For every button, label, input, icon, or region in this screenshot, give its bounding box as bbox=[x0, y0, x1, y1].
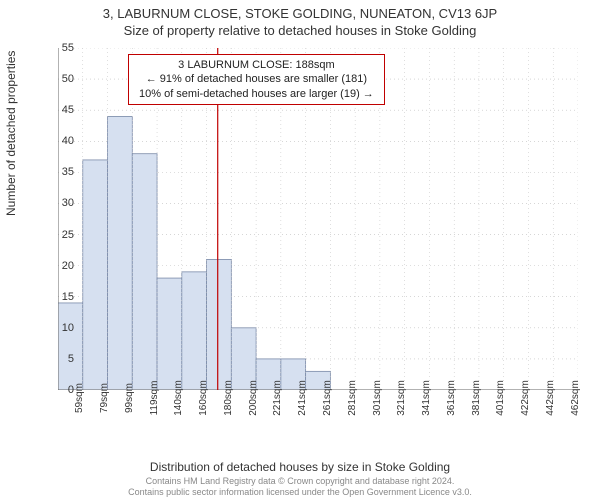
chart-title-line1: 3, LABURNUM CLOSE, STOKE GOLDING, NUNEAT… bbox=[0, 0, 600, 21]
annotation-line3: 10% of semi-detached houses are larger (… bbox=[139, 87, 374, 101]
x-axis-label: Distribution of detached houses by size … bbox=[0, 460, 600, 474]
x-tick-label: 422sqm bbox=[520, 380, 531, 416]
x-tick-label: 119sqm bbox=[149, 381, 160, 416]
x-tick-label: 200sqm bbox=[248, 380, 259, 416]
chart-title-line2: Size of property relative to detached ho… bbox=[0, 21, 600, 38]
plot-area: 3 LABURNUM CLOSE: 188sqm ← 91% of detach… bbox=[58, 48, 578, 390]
y-tick-label: 40 bbox=[34, 135, 74, 147]
x-tick-label: 221sqm bbox=[272, 380, 283, 416]
x-tick-label: 321sqm bbox=[396, 380, 407, 416]
x-tick-label: 381sqm bbox=[471, 380, 482, 416]
y-tick-label: 45 bbox=[34, 104, 74, 116]
y-tick-label: 15 bbox=[34, 291, 74, 303]
footer-attribution: Contains HM Land Registry data © Crown c… bbox=[0, 476, 600, 498]
y-tick-label: 50 bbox=[34, 73, 74, 85]
x-tick-label: 261sqm bbox=[322, 380, 333, 416]
y-axis-label: Number of detached properties bbox=[4, 51, 18, 216]
y-tick-label: 20 bbox=[34, 260, 74, 272]
y-tick-label: 10 bbox=[34, 322, 74, 334]
x-tick-label: 361sqm bbox=[446, 380, 457, 416]
x-tick-label: 442sqm bbox=[545, 380, 556, 416]
annotation-line2: ← 91% of detached houses are smaller (18… bbox=[139, 72, 374, 86]
x-tick-label: 462sqm bbox=[570, 380, 581, 416]
footer-line2: Contains public sector information licen… bbox=[0, 487, 600, 498]
y-tick-label: 25 bbox=[34, 229, 74, 241]
footer-line1: Contains HM Land Registry data © Crown c… bbox=[0, 476, 600, 487]
x-tick-label: 281sqm bbox=[347, 380, 358, 416]
x-tick-label: 99sqm bbox=[124, 383, 135, 413]
y-tick-label: 0 bbox=[34, 384, 74, 396]
annotation-line1: 3 LABURNUM CLOSE: 188sqm bbox=[139, 58, 374, 72]
x-tick-label: 401sqm bbox=[495, 380, 506, 416]
x-tick-label: 59sqm bbox=[74, 383, 85, 413]
x-tick-label: 180sqm bbox=[223, 380, 234, 416]
x-tick-label: 341sqm bbox=[421, 380, 432, 416]
annotation-callout: 3 LABURNUM CLOSE: 188sqm ← 91% of detach… bbox=[128, 54, 385, 105]
y-tick-label: 5 bbox=[34, 353, 74, 365]
x-tick-label: 79sqm bbox=[99, 383, 110, 413]
x-tick-label: 160sqm bbox=[198, 380, 209, 416]
x-tick-label: 301sqm bbox=[372, 380, 383, 416]
y-tick-label: 35 bbox=[34, 166, 74, 178]
y-tick-label: 30 bbox=[34, 197, 74, 209]
x-tick-label: 241sqm bbox=[297, 380, 308, 416]
x-tick-label: 140sqm bbox=[173, 380, 184, 416]
y-tick-label: 55 bbox=[34, 42, 74, 54]
